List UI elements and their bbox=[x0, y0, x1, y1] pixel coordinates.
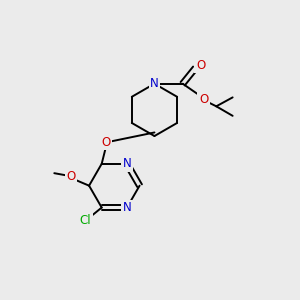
Text: Cl: Cl bbox=[80, 214, 91, 227]
Text: O: O bbox=[196, 59, 205, 72]
Text: N: N bbox=[123, 201, 131, 214]
Text: N: N bbox=[123, 157, 131, 170]
Text: O: O bbox=[101, 136, 111, 149]
Text: N: N bbox=[150, 77, 159, 90]
Text: O: O bbox=[199, 93, 208, 106]
Text: O: O bbox=[66, 170, 75, 183]
